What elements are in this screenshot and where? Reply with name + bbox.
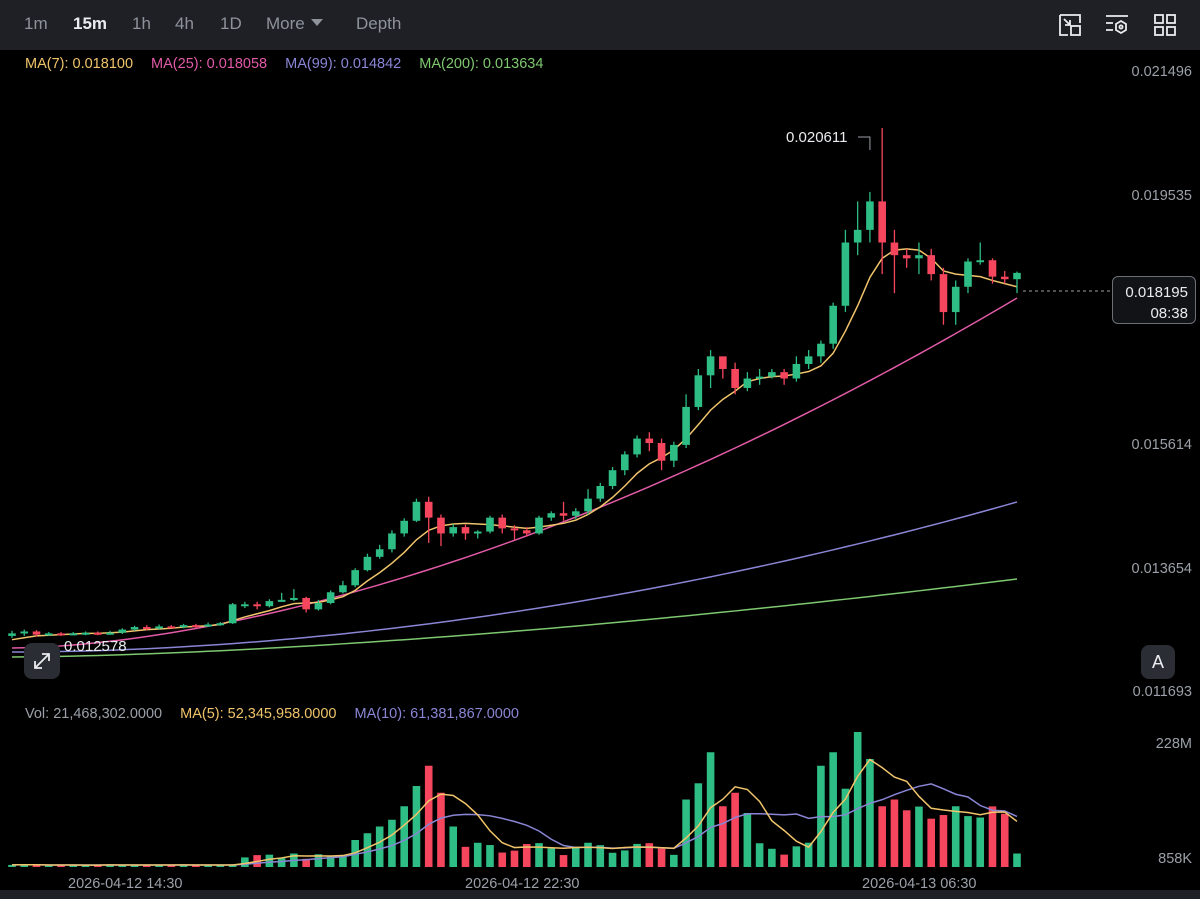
expand-chart-button[interactable]	[24, 643, 60, 679]
current-price-tag: 0.018195 08:38	[1112, 276, 1196, 324]
auto-scale-button[interactable]: A	[1141, 645, 1175, 679]
price-axis-label: 0.021496	[1132, 64, 1192, 80]
high-price-marker: 0.020611	[786, 129, 847, 146]
ma7-value: MA(7): 0.018100	[25, 56, 133, 72]
ma-legend: MA(7): 0.018100 MA(25): 0.018058 MA(99):…	[25, 56, 557, 72]
candle-countdown: 08:38	[1113, 303, 1188, 324]
volume-legend: Vol: 21,468,302.0000 MA(5): 52,345,958.0…	[25, 706, 533, 722]
expand-icon	[24, 643, 60, 679]
price-axis-label: 0.013654	[1132, 561, 1192, 577]
volume-ma10-value: MA(10): 61,381,867.0000	[355, 706, 519, 722]
price-axis-label: 0.015614	[1132, 437, 1192, 453]
low-price-marker: 0.012578	[64, 638, 127, 655]
volume-axis-min: 858K	[1158, 851, 1192, 867]
ma99-value: MA(99): 0.014842	[285, 56, 401, 72]
volume-axis-max: 228M	[1156, 736, 1192, 752]
price-axis-label: 0.019535	[1132, 188, 1192, 204]
price-axis-label: 0.011693	[1133, 684, 1192, 700]
current-price: 0.018195	[1113, 282, 1188, 303]
ma25-value: MA(25): 0.018058	[151, 56, 267, 72]
volume-value: Vol: 21,468,302.0000	[25, 706, 162, 722]
volume-ma5-value: MA(5): 52,345,958.0000	[180, 706, 336, 722]
candlestick-chart[interactable]	[0, 0, 1200, 899]
bottom-scrollbar[interactable]	[0, 890, 1200, 899]
ma200-value: MA(200): 0.013634	[419, 56, 543, 72]
